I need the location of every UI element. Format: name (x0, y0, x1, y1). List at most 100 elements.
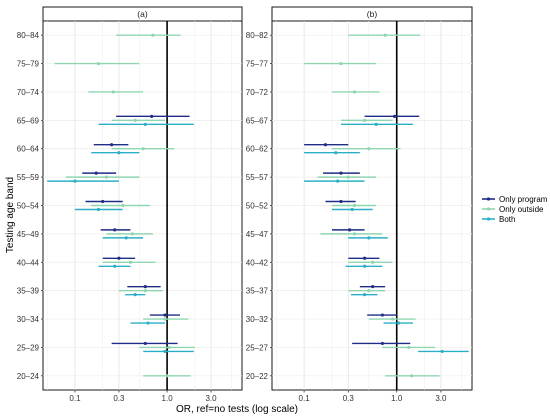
y-tick-label: 30–32 (246, 315, 269, 324)
estimate-program (111, 341, 178, 346)
estimate-both (74, 207, 123, 212)
legend-point (486, 207, 491, 211)
estimate-both (98, 264, 131, 268)
estimate-program (352, 341, 411, 346)
estimate-outside (116, 33, 181, 37)
y-tick-label: 50–54 (17, 202, 40, 211)
point-both (96, 207, 101, 212)
y-tick-label: 25–27 (246, 343, 269, 352)
estimate-outside (118, 289, 163, 293)
estimate-outside (88, 90, 144, 94)
y-tick-label: 45–49 (17, 230, 40, 239)
point-both (117, 151, 121, 155)
estimate-outside (304, 61, 377, 66)
point-outside (128, 260, 133, 264)
x-tick-label: 0.1 (69, 394, 81, 403)
point-outside (367, 289, 371, 293)
point-outside (141, 147, 145, 151)
point-both (367, 236, 371, 240)
legend-item-outside: Only outside (482, 205, 544, 214)
y-tick-label: 65–67 (246, 116, 269, 125)
estimate-program (85, 199, 123, 204)
point-outside (363, 118, 367, 122)
estimate-outside (331, 203, 377, 208)
point-program (393, 114, 397, 118)
estimate-outside (111, 147, 175, 151)
point-outside (167, 345, 171, 350)
point-outside (339, 61, 343, 66)
estimate-both (130, 321, 166, 325)
point-both (336, 179, 340, 183)
point-both (350, 207, 354, 212)
estimate-both (304, 151, 360, 155)
point-outside (367, 147, 371, 151)
legend-label: Only program (499, 195, 548, 204)
estimate-both (340, 122, 414, 126)
y-tick-label: 75–77 (246, 60, 269, 69)
estimate-outside (331, 90, 380, 94)
x-tick-label: 0.3 (343, 394, 355, 403)
y-tick-label: 60–64 (17, 145, 40, 154)
y-tick-label: 50–52 (246, 202, 269, 211)
point-outside (410, 374, 414, 378)
estimate-outside (143, 317, 189, 321)
point-program (380, 341, 384, 346)
point-outside (133, 118, 137, 122)
point-program (110, 143, 114, 147)
estimate-outside (143, 374, 191, 378)
y-tick-label: 20–24 (17, 372, 40, 381)
y-tick-label: 40–44 (17, 258, 40, 267)
legend-label: Only outside (499, 205, 544, 214)
point-outside (352, 203, 357, 208)
legend-label: Both (499, 215, 515, 224)
x-tick-label: 3.0 (435, 394, 447, 403)
estimate-both (125, 293, 146, 297)
estimate-program (367, 313, 397, 317)
y-tick-label: 25–29 (17, 343, 40, 352)
point-outside (371, 260, 375, 264)
x-tick-label: 0.3 (113, 394, 125, 403)
point-both (397, 321, 401, 325)
point-both (143, 122, 147, 126)
point-outside (121, 203, 125, 208)
x-axis-title: OR, ref=no tests (log scale) (176, 404, 298, 415)
estimate-both (418, 349, 469, 354)
legend-point (486, 217, 491, 221)
point-program (323, 143, 328, 147)
point-program (113, 228, 117, 232)
y-tick-label: 65–69 (17, 116, 40, 125)
point-outside (352, 90, 357, 94)
estimate-program (325, 199, 356, 204)
y-tick-label: 60–62 (246, 145, 269, 154)
estimate-outside (66, 175, 140, 179)
y-tick-label: 80–82 (246, 31, 269, 40)
panels: (a) 80–84 75–79 70–74 65–69 60–64 55–59 50–54 45… (17, 6, 473, 403)
x-tick-label: 3.0 (205, 394, 217, 403)
estimate-program (149, 313, 180, 317)
point-both (363, 264, 367, 268)
point-outside (390, 317, 395, 321)
point-program (380, 313, 384, 317)
point-outside (383, 33, 387, 37)
estimate-outside (320, 232, 383, 236)
y-tick-label: 70–72 (246, 88, 269, 97)
estimate-outside (317, 175, 377, 179)
point-program (117, 256, 121, 260)
point-outside (165, 374, 169, 378)
estimate-outside (368, 317, 416, 321)
estimate-outside (139, 345, 195, 350)
point-outside (111, 90, 115, 94)
estimate-both (345, 264, 383, 268)
legend-item-program: Only program (482, 195, 548, 204)
point-both (374, 122, 378, 126)
estimate-outside (348, 289, 386, 293)
x-tick-label: 1.0 (162, 394, 174, 403)
panel-a: (a) 80–84 75–79 70–74 65–69 60–64 55–59 50–54 45… (17, 6, 243, 403)
point-outside (130, 232, 134, 236)
point-both (124, 236, 128, 240)
point-program (143, 341, 147, 346)
panel-title: (b) (367, 9, 378, 19)
estimate-program (127, 285, 161, 289)
y-tick-label: 70–74 (17, 88, 40, 97)
